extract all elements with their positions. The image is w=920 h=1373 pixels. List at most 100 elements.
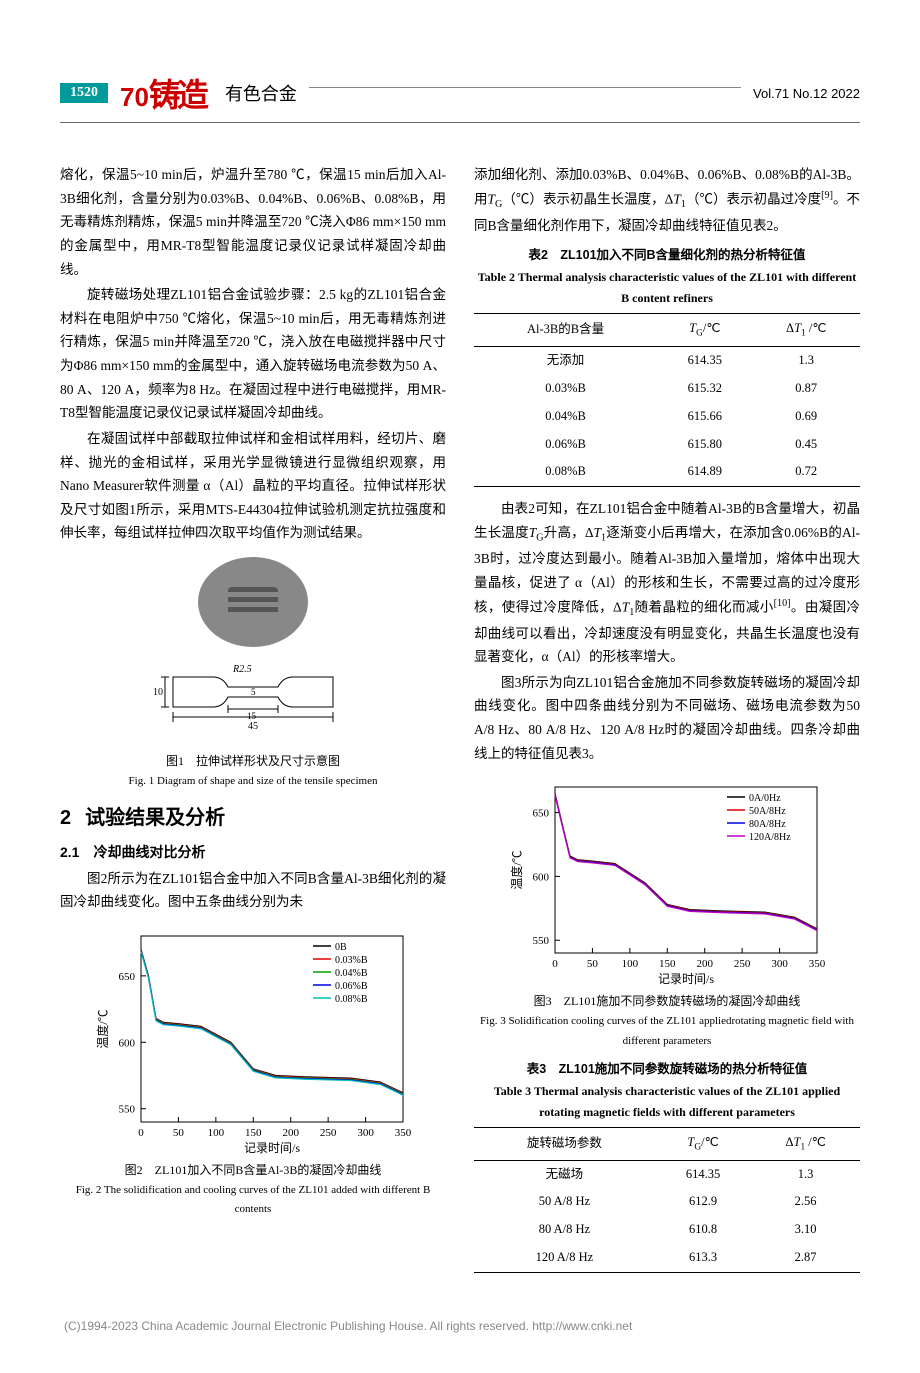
figure-2: 550600650050100150200250300350记录时间/s温度/℃… bbox=[60, 926, 446, 1220]
table-cell: 615.80 bbox=[657, 431, 752, 459]
table-row: 无磁场614.351.3 bbox=[474, 1160, 860, 1188]
table-header: TG/℃ bbox=[655, 1127, 751, 1160]
table-cell: 615.66 bbox=[657, 403, 752, 431]
section-2-1-heading: 2.1 冷却曲线对比分析 bbox=[60, 840, 446, 865]
figure-3: 550600650050100150200250300350记录时间/s温度/℃… bbox=[474, 777, 860, 1051]
table-row: 0.08%B614.890.72 bbox=[474, 458, 860, 486]
svg-text:200: 200 bbox=[282, 1127, 299, 1139]
table2-title-en: Table 2 Thermal analysis characteristic … bbox=[474, 267, 860, 309]
svg-text:0A/0Hz: 0A/0Hz bbox=[749, 793, 781, 804]
svg-text:0: 0 bbox=[552, 958, 558, 970]
table-cell: 613.3 bbox=[655, 1244, 751, 1272]
header-rule bbox=[309, 87, 741, 88]
table-cell: 2.87 bbox=[751, 1244, 860, 1272]
paragraph: 在凝固试样中部截取拉伸试样和金相试样用料，经切片、磨样、抛光的金相试样，采用光学… bbox=[60, 427, 446, 545]
table-header: ΔT1 /℃ bbox=[752, 314, 860, 347]
svg-text:5: 5 bbox=[251, 687, 256, 697]
volume-info: Vol.71 No.12 2022 bbox=[753, 86, 860, 101]
table-row: 无添加614.351.3 bbox=[474, 346, 860, 374]
table-cell: 0.04%B bbox=[474, 403, 657, 431]
table-cell: 无添加 bbox=[474, 346, 657, 374]
table2-title-cn: 表2 ZL101加入不同B含量细化剂的热分析特征值 bbox=[474, 245, 860, 267]
table-cell: 0.87 bbox=[752, 375, 860, 403]
svg-text:200: 200 bbox=[696, 958, 713, 970]
fig1-caption-en: Fig. 1 Diagram of shape and size of the … bbox=[60, 772, 446, 791]
fig2-caption-cn: 图2 ZL101加入不同B含量Al-3B的凝固冷却曲线 bbox=[60, 1160, 446, 1181]
fig1-caption-cn: 图1 拉伸试样形状及尺寸示意图 bbox=[60, 751, 446, 772]
specimen-drawing: R2.5 45 15 10 5 bbox=[143, 647, 363, 747]
table-cell: 3.10 bbox=[751, 1216, 860, 1244]
paragraph: 由表2可知，在ZL101铝合金中随着Al-3B的B含量增大，初晶生长温度TG升高… bbox=[474, 497, 860, 668]
svg-text:100: 100 bbox=[622, 958, 639, 970]
table-cell: 80 A/8 Hz bbox=[474, 1216, 655, 1244]
svg-text:300: 300 bbox=[771, 958, 788, 970]
svg-text:150: 150 bbox=[245, 1127, 262, 1139]
fig3-caption-cn: 图3 ZL101施加不同参数旋转磁场的凝固冷却曲线 bbox=[474, 991, 860, 1012]
logo-text: 铸造 bbox=[149, 70, 205, 116]
svg-text:300: 300 bbox=[357, 1127, 374, 1139]
header: 1520 70 铸造 有色合金 Vol.71 No.12 2022 bbox=[60, 70, 860, 123]
table-cell: 2.56 bbox=[751, 1188, 860, 1216]
svg-text:50A/8Hz: 50A/8Hz bbox=[749, 806, 786, 817]
table-row: 120 A/8 Hz613.32.87 bbox=[474, 1244, 860, 1272]
table-cell: 0.06%B bbox=[474, 431, 657, 459]
svg-text:80A/8Hz: 80A/8Hz bbox=[749, 819, 786, 830]
svg-text:记录时间/s: 记录时间/s bbox=[658, 972, 714, 986]
svg-text:50: 50 bbox=[173, 1127, 185, 1139]
svg-text:600: 600 bbox=[119, 1037, 136, 1049]
svg-text:350: 350 bbox=[395, 1127, 412, 1139]
page: 1520 70 铸造 有色合金 Vol.71 No.12 2022 熔化，保温5… bbox=[0, 0, 920, 1373]
fig2-caption-en: Fig. 2 The solidification and cooling cu… bbox=[60, 1181, 446, 1220]
svg-text:0B: 0B bbox=[335, 942, 347, 953]
fig3-caption-en: Fig. 3 Solidification cooling curves of … bbox=[474, 1012, 860, 1051]
svg-text:0.08%B: 0.08%B bbox=[335, 994, 368, 1005]
svg-text:550: 550 bbox=[119, 1104, 136, 1116]
table-header: Al-3B的B含量 bbox=[474, 314, 657, 347]
table3-title-en: Table 3 Thermal analysis characteristic … bbox=[474, 1081, 860, 1123]
table-row: 0.04%B615.660.69 bbox=[474, 403, 860, 431]
footer-copyright: (C)1994-2023 China Academic Journal Elec… bbox=[60, 1319, 860, 1333]
table-cell: 0.45 bbox=[752, 431, 860, 459]
paragraph: 旋转磁场处理ZL101铝合金试验步骤：2.5 kg的ZL101铝合金材料在电阻炉… bbox=[60, 283, 446, 425]
svg-text:650: 650 bbox=[533, 808, 550, 820]
table-header: ΔT1 /℃ bbox=[751, 1127, 860, 1160]
table-cell: 0.72 bbox=[752, 458, 860, 486]
table-header: TG/℃ bbox=[657, 314, 752, 347]
svg-text:600: 600 bbox=[533, 872, 550, 884]
page-number-badge: 1520 bbox=[60, 83, 108, 103]
table-cell: 1.3 bbox=[752, 346, 860, 374]
svg-text:120A/8Hz: 120A/8Hz bbox=[749, 832, 791, 843]
table-cell: 0.03%B bbox=[474, 375, 657, 403]
table-cell: 1.3 bbox=[751, 1160, 860, 1188]
fig3-chart: 550600650050100150200250300350记录时间/s温度/℃… bbox=[507, 777, 827, 987]
svg-text:温度/℃: 温度/℃ bbox=[95, 1009, 110, 1048]
table-cell: 无磁场 bbox=[474, 1160, 655, 1188]
fig2-chart: 550600650050100150200250300350记录时间/s温度/℃… bbox=[93, 926, 413, 1156]
table-3: 旋转磁场参数 TG/℃ ΔT1 /℃ 无磁场614.351.350 A/8 Hz… bbox=[474, 1127, 860, 1273]
section-title: 有色合金 bbox=[225, 80, 297, 106]
svg-text:650: 650 bbox=[119, 971, 136, 983]
svg-text:0.04%B: 0.04%B bbox=[335, 968, 368, 979]
paragraph: 添加细化剂、添加0.03%B、0.04%B、0.06%B、0.08%B的Al-3… bbox=[474, 163, 860, 237]
svg-text:45: 45 bbox=[248, 721, 258, 732]
svg-text:15: 15 bbox=[247, 711, 257, 721]
two-column-body: 熔化，保温5~10 min后，炉温升至780 ℃，保温15 min后加入Al-3… bbox=[60, 163, 860, 1283]
paragraph: 图3所示为向ZL101铝合金施加不同参数旋转磁场的凝固冷却曲线变化。图中四条曲线… bbox=[474, 671, 860, 766]
svg-text:100: 100 bbox=[208, 1127, 225, 1139]
svg-text:150: 150 bbox=[659, 958, 676, 970]
specimen-photo bbox=[198, 557, 308, 647]
svg-text:记录时间/s: 记录时间/s bbox=[244, 1141, 300, 1155]
table-cell: 120 A/8 Hz bbox=[474, 1244, 655, 1272]
table-cell: 612.9 bbox=[655, 1188, 751, 1216]
svg-text:温度/℃: 温度/℃ bbox=[509, 851, 524, 890]
svg-text:10: 10 bbox=[153, 687, 163, 698]
left-column: 熔化，保温5~10 min后，炉温升至780 ℃，保温15 min后加入Al-3… bbox=[60, 163, 446, 1283]
table-row: 80 A/8 Hz610.83.10 bbox=[474, 1216, 860, 1244]
svg-text:250: 250 bbox=[734, 958, 751, 970]
table-cell: 50 A/8 Hz bbox=[474, 1188, 655, 1216]
table-cell: 614.89 bbox=[657, 458, 752, 486]
section-2-heading: 2试验结果及分析 bbox=[60, 801, 446, 836]
table-cell: 610.8 bbox=[655, 1216, 751, 1244]
svg-text:0: 0 bbox=[138, 1127, 144, 1139]
figure-1: R2.5 45 15 10 5 图1 拉伸试样形状及尺寸示意图 Fig. 1 D… bbox=[60, 557, 446, 791]
